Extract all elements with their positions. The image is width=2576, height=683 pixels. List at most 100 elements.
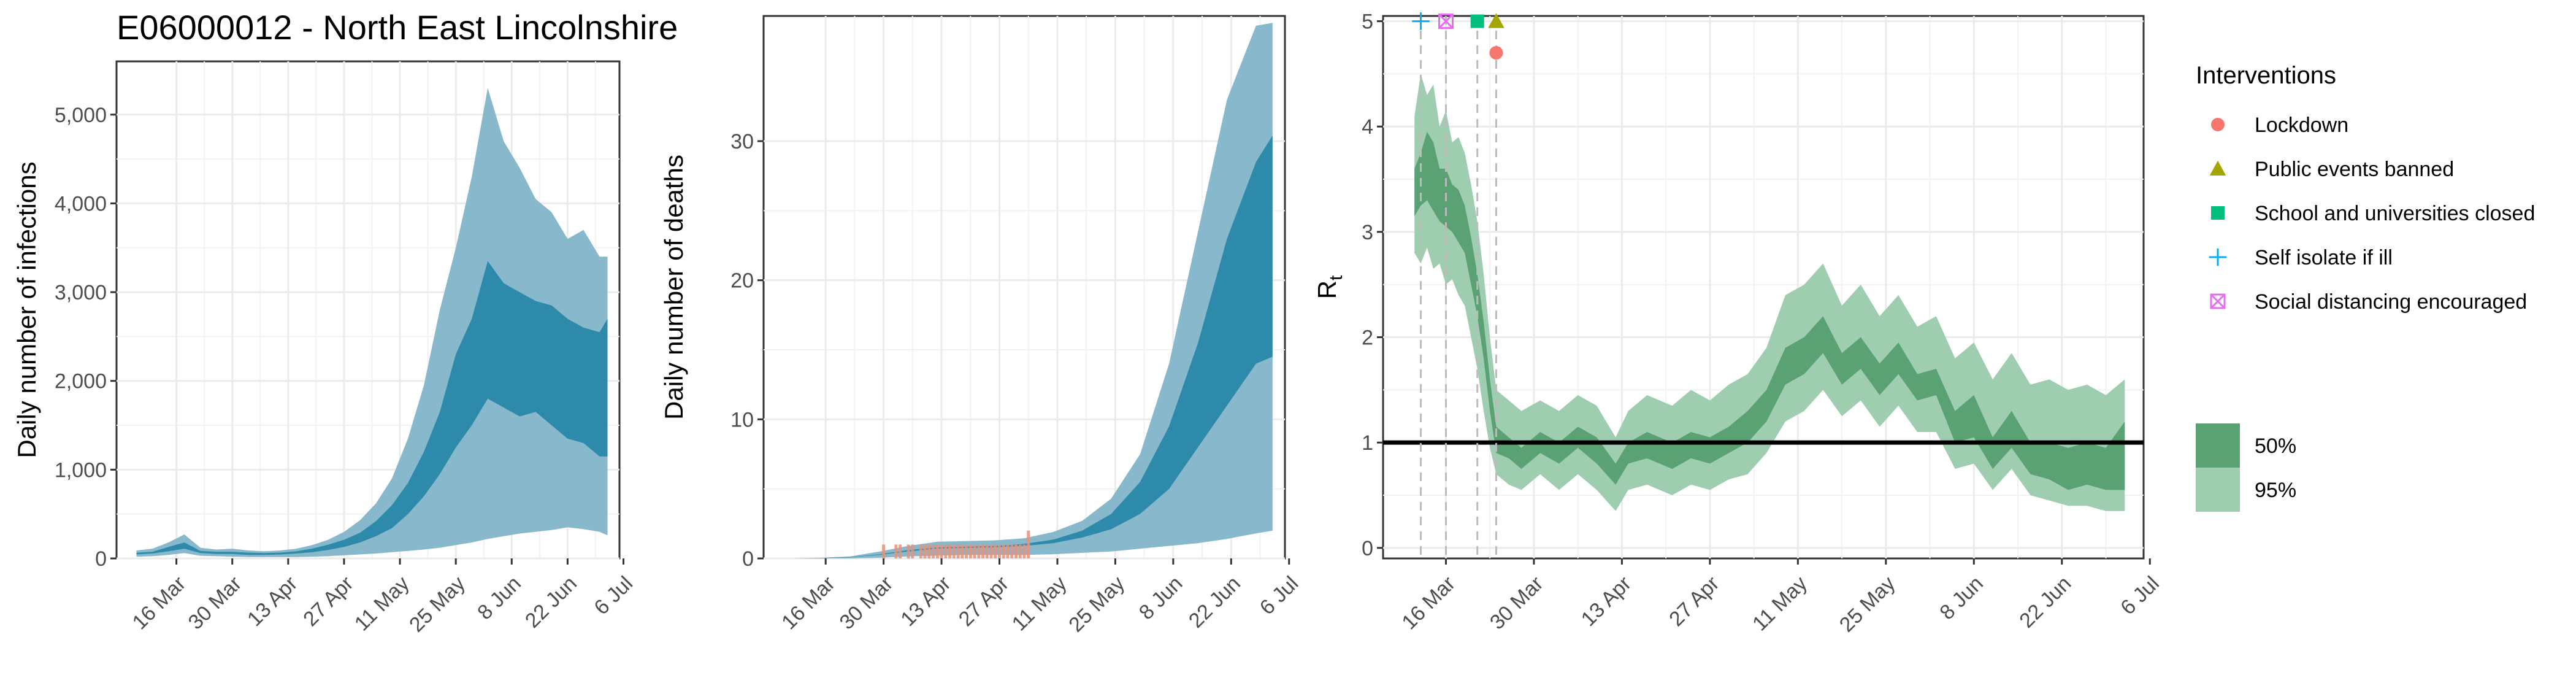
- observed-death-bar: [932, 544, 935, 558]
- observed-death-bar: [973, 544, 976, 558]
- intervention-legend-label: Self isolate if ill: [2255, 246, 2393, 269]
- ci-legend-label: 50%: [2255, 434, 2296, 458]
- x-tick-label: 6 Jul: [1255, 572, 1303, 620]
- ci-legend-swatch: [2196, 468, 2240, 512]
- legend-title: Interventions: [2196, 62, 2336, 89]
- public-events-marker: [2209, 160, 2226, 176]
- y-tick-label: 3,000: [55, 281, 107, 304]
- observed-death-bar: [923, 544, 927, 558]
- ci-band-95pct: [136, 88, 608, 557]
- intervention-legend: Lockdown Public events banned School and u…: [2209, 114, 2535, 314]
- x-tick-label: 30 Mar: [1485, 572, 1548, 635]
- rt-y-axis-title-subscript: t: [1326, 275, 1346, 280]
- rt-y-axis-title: Rt: [1313, 275, 1346, 299]
- observed-deaths-bars: [882, 530, 1030, 558]
- x-tick-label: 11 May: [350, 572, 414, 636]
- deaths-y-axis: 0 10 20 30: [730, 130, 764, 571]
- ci-legend-label: 95%: [2255, 479, 2296, 502]
- observed-death-bar: [1006, 544, 1010, 558]
- observed-death-bar: [927, 544, 931, 558]
- observed-death-bar: [948, 544, 952, 558]
- ci-legend-item: 50%: [2196, 423, 2296, 468]
- x-tick-label: 30 Mar: [835, 572, 898, 635]
- y-tick-label: 2,000: [55, 370, 107, 393]
- deaths-bands: [792, 23, 1273, 559]
- ci-band-95pct: [792, 23, 1273, 559]
- observed-death-bar: [944, 544, 948, 558]
- intervention-legend-item: Public events banned: [2209, 158, 2454, 181]
- observed-death-bar: [1002, 544, 1005, 558]
- social-distancing-marker: [2210, 293, 2226, 309]
- x-tick-label: 8 Jun: [1135, 572, 1187, 625]
- public-events-marker: [1488, 13, 1505, 28]
- rt-panel: 16 Mar 30 Mar 13 Apr 27 Apr 11 May 25 May 8 Ju…: [1313, 10, 2164, 637]
- x-tick-label: 8 Jun: [473, 572, 526, 625]
- ci-legend-item: 95%: [2196, 468, 2296, 512]
- observed-death-bar: [1014, 544, 1018, 558]
- x-tick-label: 16 Mar: [1397, 572, 1460, 635]
- observed-death-bar: [977, 544, 981, 558]
- observed-death-bar: [882, 544, 886, 558]
- x-tick-label: 22 Jun: [1184, 572, 1245, 633]
- x-tick-label: 8 Jun: [1935, 572, 1988, 625]
- observed-death-bar: [919, 544, 922, 558]
- lockdown-marker: [2211, 118, 2225, 131]
- y-tick-label: 20: [730, 269, 754, 293]
- x-tick-label: 27 Apr: [299, 572, 358, 631]
- x-tick-label: 22 Jun: [2015, 572, 2076, 633]
- rt-intervention-markers: [1412, 12, 1505, 558]
- observed-death-bar: [1010, 544, 1014, 558]
- ci-legend-swatch: [2196, 423, 2240, 468]
- intervention-legend-label: Lockdown: [2255, 114, 2348, 137]
- legend: Interventions Lockdown Public events bann…: [2196, 62, 2535, 512]
- ci-band-50pct: [136, 261, 608, 555]
- x-tick-label: 27 Apr: [1665, 572, 1723, 631]
- x-tick-label: 6 Jul: [2116, 572, 2164, 620]
- observed-death-bar: [989, 544, 993, 558]
- x-tick-label: 6 Jul: [589, 572, 637, 620]
- x-tick-label: 16 Mar: [128, 572, 191, 635]
- observed-death-bar: [911, 544, 914, 558]
- intervention-legend-label: Public events banned: [2255, 158, 2454, 181]
- observed-death-bar: [894, 544, 898, 558]
- intervention-legend-item: Lockdown: [2211, 114, 2348, 137]
- rt-x-axis: 16 Mar 30 Mar 13 Apr 27 Apr 11 May 25 May 8 Ju…: [1397, 558, 2164, 637]
- x-tick-label: 25 May: [405, 572, 470, 637]
- infections-bands: [136, 88, 608, 557]
- y-tick-label: 10: [730, 408, 754, 431]
- intervention-legend-label: Social distancing encouraged: [2255, 290, 2527, 314]
- school-closed-marker: [2211, 206, 2225, 220]
- y-tick-label: 1: [1362, 431, 1373, 455]
- rt-y-axis: 0 1 2 3 4 5: [1362, 10, 1383, 560]
- observed-death-bar: [907, 544, 910, 558]
- y-tick-label: 2: [1362, 326, 1373, 350]
- observed-death-bar: [1022, 544, 1026, 558]
- observed-death-bar: [940, 544, 943, 558]
- rt-y-axis-title-main: R: [1313, 280, 1341, 299]
- observed-death-bar: [956, 544, 960, 558]
- rt-bands: [1414, 74, 2125, 511]
- observed-death-bar: [994, 544, 997, 558]
- observed-death-bar: [998, 544, 1002, 558]
- ci-legend: 50% 95%: [2196, 423, 2296, 512]
- y-tick-label: 30: [730, 130, 754, 153]
- observed-death-bar: [952, 544, 956, 558]
- x-tick-label: 27 Apr: [954, 572, 1013, 631]
- observed-death-bar: [981, 544, 985, 558]
- intervention-legend-label: School and universities closed: [2255, 202, 2535, 225]
- x-tick-label: 16 Mar: [777, 572, 840, 635]
- observed-death-bar: [1018, 544, 1022, 558]
- x-tick-label: 25 May: [1835, 572, 1900, 637]
- intervention-legend-item: Social distancing encouraged: [2210, 290, 2527, 314]
- observed-death-bar: [960, 544, 964, 558]
- infections-y-axis-title: Daily number of infections: [12, 161, 41, 458]
- y-tick-label: 0: [742, 547, 754, 571]
- rt-gridlines: [1383, 16, 2144, 558]
- x-tick-label: 13 Apr: [896, 572, 955, 631]
- observed-death-bar: [899, 544, 902, 558]
- y-tick-label: 4: [1362, 115, 1373, 139]
- school-closed-marker: [1470, 14, 1484, 28]
